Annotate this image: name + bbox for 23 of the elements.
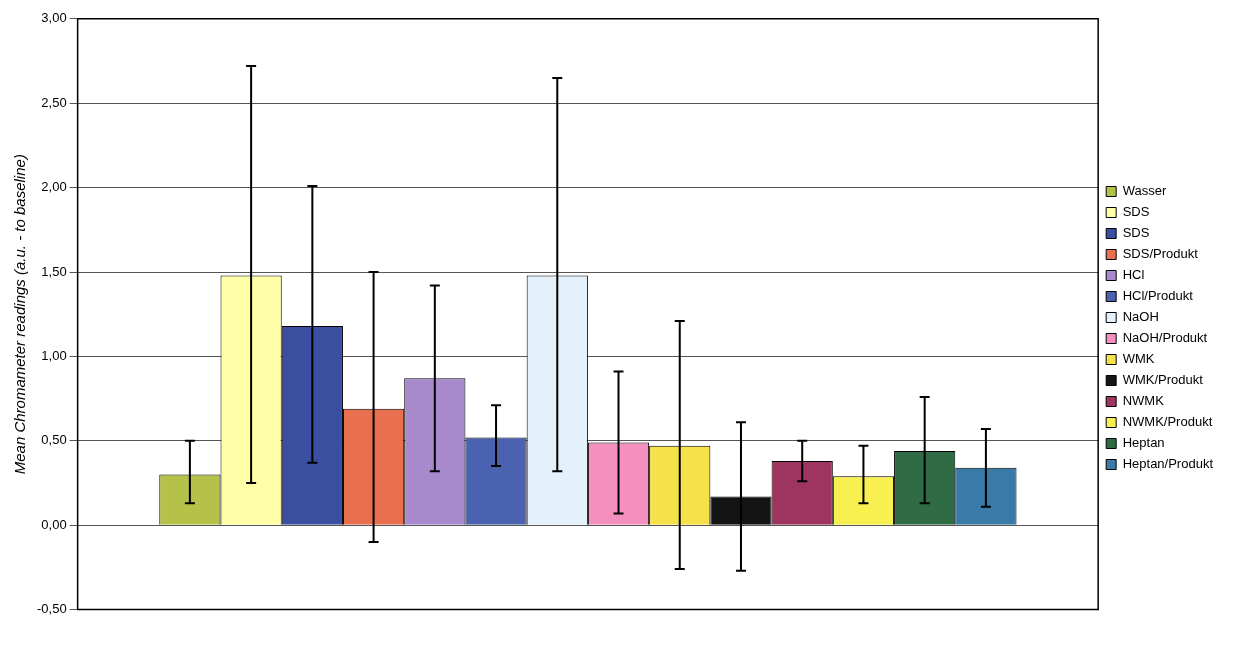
legend-label: SDS — [1122, 204, 1150, 220]
y-tick-label: 3,00 — [41, 10, 67, 26]
legend-label: Heptan/Produkt — [1122, 456, 1214, 472]
legend-label: Heptan — [1122, 435, 1165, 451]
legend-label: NWMK — [1122, 393, 1165, 409]
legend-label: SDS/Produkt — [1122, 246, 1199, 262]
y-tick-label: 0,00 — [41, 516, 67, 532]
y-tick-label: 2,50 — [41, 94, 67, 110]
legend-label: NWMK/Produkt — [1122, 414, 1213, 430]
legend-label: Wasser — [1122, 183, 1167, 199]
legend-label: HCl/Produkt — [1122, 288, 1194, 304]
y-tick-label: 0,50 — [41, 432, 67, 448]
y-axis-title: Mean Chromameter readings (a.u. - to baseline) — [11, 154, 29, 475]
legend-label: WMK — [1122, 351, 1155, 367]
legend-label: NaOH — [1122, 309, 1159, 325]
legend-label: SDS — [1122, 225, 1150, 241]
y-tick-label: 2,00 — [41, 179, 67, 195]
y-tick-label: 1,00 — [41, 347, 67, 363]
legend-label: HCl — [1122, 267, 1145, 283]
legend-label: NaOH/Produkt — [1122, 330, 1208, 346]
legend-label: WMK/Produkt — [1122, 372, 1204, 388]
y-tick-label: 1,50 — [41, 263, 67, 279]
y-tick-label: -0,50 — [36, 601, 67, 617]
